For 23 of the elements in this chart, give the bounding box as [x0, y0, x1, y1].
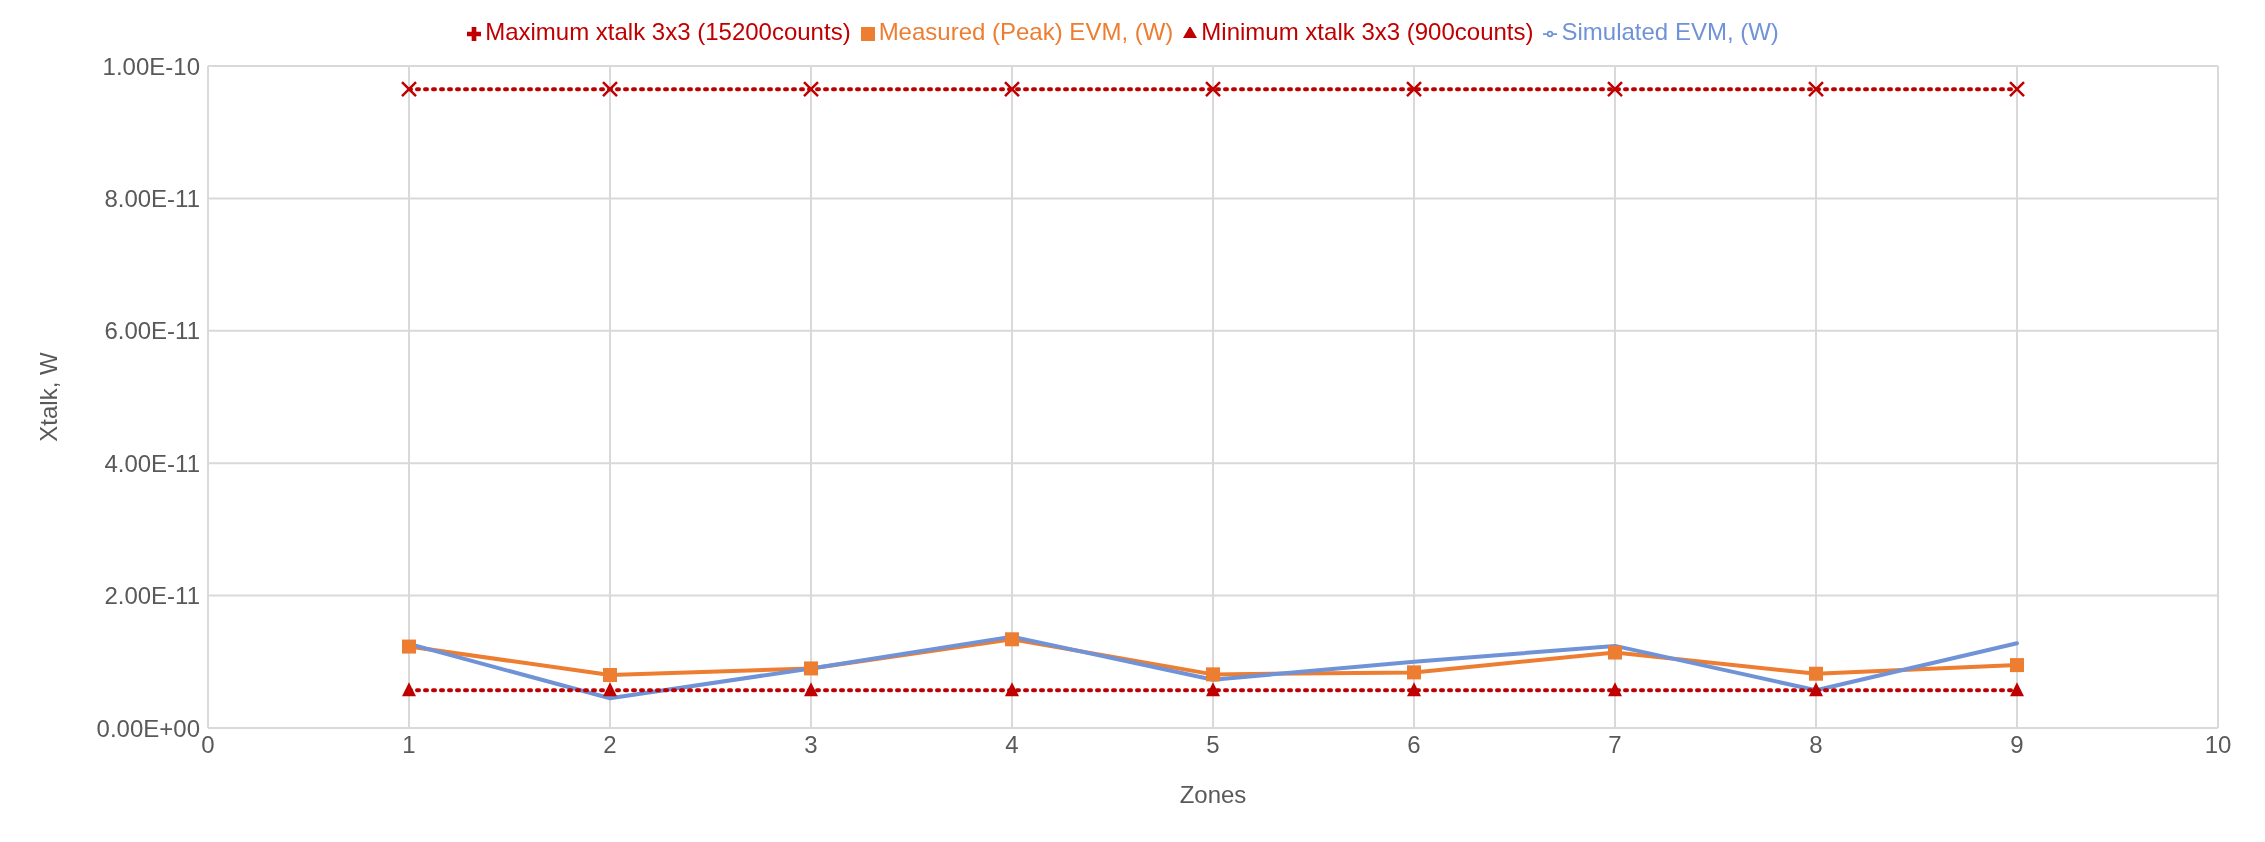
- x-tick-label: 3: [804, 731, 818, 759]
- y-tick-label: 0.00E+00: [96, 714, 200, 742]
- y-tick-label: 4.00E-11: [104, 449, 200, 477]
- x-axis-title: Zones: [1179, 781, 1247, 808]
- x-tick-label: 4: [1005, 731, 1019, 759]
- x-tick-label: 9: [2010, 731, 2024, 759]
- x-tick-label: 0: [201, 731, 215, 759]
- y-tick-label: 2.00E-11: [104, 582, 200, 610]
- x-tick-label: 8: [1809, 731, 1823, 759]
- y-tick-label: 1.00E-10: [102, 52, 200, 80]
- x-tick-label: 5: [1206, 731, 1220, 759]
- x-tick-label: 7: [1608, 731, 1622, 759]
- legend-label: Measured (Peak) EVM, (W): [878, 18, 1174, 45]
- legend-label: Maximum xtalk 3x3 (15200counts): [485, 18, 851, 45]
- y-tick-label: 6.00E-11: [104, 317, 200, 345]
- x-tick-label: 6: [1407, 731, 1421, 759]
- legend-label: Minimum xtalk 3x3 (900counts): [1201, 18, 1534, 45]
- y-tick-label: 8.00E-11: [104, 184, 200, 212]
- x-tick-label: 2: [603, 731, 617, 759]
- y-axis-title: Xtalk, W: [34, 351, 62, 442]
- x-tick-label: 1: [402, 731, 416, 759]
- x-tick-label: 10: [2204, 731, 2232, 759]
- legend-label: Simulated EVM, (W): [1561, 18, 1779, 45]
